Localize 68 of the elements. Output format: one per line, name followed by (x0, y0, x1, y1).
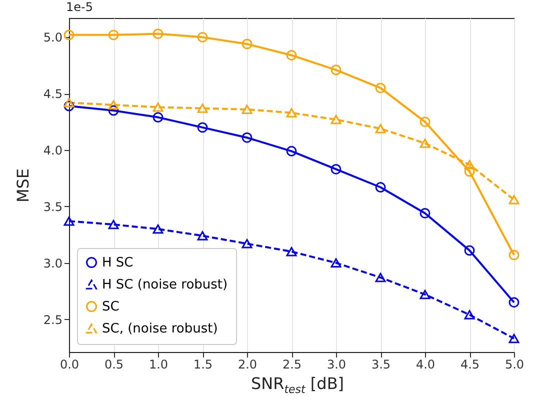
point (64, 30, 74, 40)
point (330, 64, 342, 76)
x-axis-title: SNR$_{test}$ [dB] (250, 374, 346, 396)
y-tick-label: 2.5 (43, 312, 62, 327)
y-tick-label: 4.0 (43, 144, 62, 158)
point (64, 100, 74, 112)
point (464, 245, 475, 256)
text: 1e-5 (66, 0, 93, 14)
point (64, 98, 74, 108)
point (464, 310, 475, 320)
point (330, 114, 342, 124)
point (330, 258, 342, 268)
x-tick-label: 1.5 (193, 358, 213, 372)
y-tick-label: 4.5 (43, 87, 62, 102)
point (197, 32, 208, 42)
x-tick-label: 3.5 (371, 358, 391, 372)
point (242, 239, 252, 248)
point (152, 224, 164, 234)
point (197, 231, 208, 240)
x-tick-label: 2.5 (282, 358, 302, 372)
legend-label: SC, (noise robust) (102, 322, 218, 336)
point (286, 50, 297, 60)
point (464, 160, 475, 170)
point (286, 146, 297, 156)
point (242, 104, 252, 114)
point (375, 272, 386, 282)
x-tick-label: 4.0 (416, 358, 436, 372)
point (286, 246, 297, 256)
x-tick-label: 3.0 (326, 358, 346, 372)
point (108, 100, 119, 110)
point (508, 297, 520, 308)
point (64, 216, 74, 226)
y-axis-title: MSE (13, 168, 32, 203)
x-tick-label: 0.5 (104, 358, 124, 372)
point (420, 290, 430, 300)
point (242, 132, 252, 143)
point (197, 104, 208, 113)
point (152, 112, 164, 123)
x-tick-label: 4.5 (460, 358, 480, 372)
point (375, 124, 386, 134)
point (242, 38, 252, 50)
x-tick-label: 1.0 (148, 358, 168, 372)
legend-label: H SC (102, 256, 134, 270)
point (508, 195, 520, 204)
y-tick-label: 5.0 (43, 30, 62, 45)
x-tick-label: 2.0 (238, 358, 258, 372)
point (420, 138, 430, 148)
point (108, 105, 119, 116)
x-tick-label: 5.0 (504, 358, 524, 372)
point (420, 208, 430, 218)
point (464, 166, 475, 177)
point (508, 334, 520, 344)
legend-label: SC (102, 300, 120, 314)
point (508, 250, 520, 260)
point (108, 220, 119, 230)
point (330, 164, 342, 174)
x-tick-label: 0.0 (60, 358, 80, 372)
point (152, 102, 164, 112)
point (197, 122, 208, 133)
legend-label: H SC (noise robust) (102, 278, 228, 292)
y-tick-label: 3.0 (43, 256, 62, 270)
point (420, 116, 430, 128)
y-tick-label: 3.5 (43, 200, 62, 214)
point (286, 108, 297, 118)
point (375, 182, 386, 192)
point (152, 28, 164, 40)
point (108, 30, 119, 40)
point (375, 82, 386, 94)
